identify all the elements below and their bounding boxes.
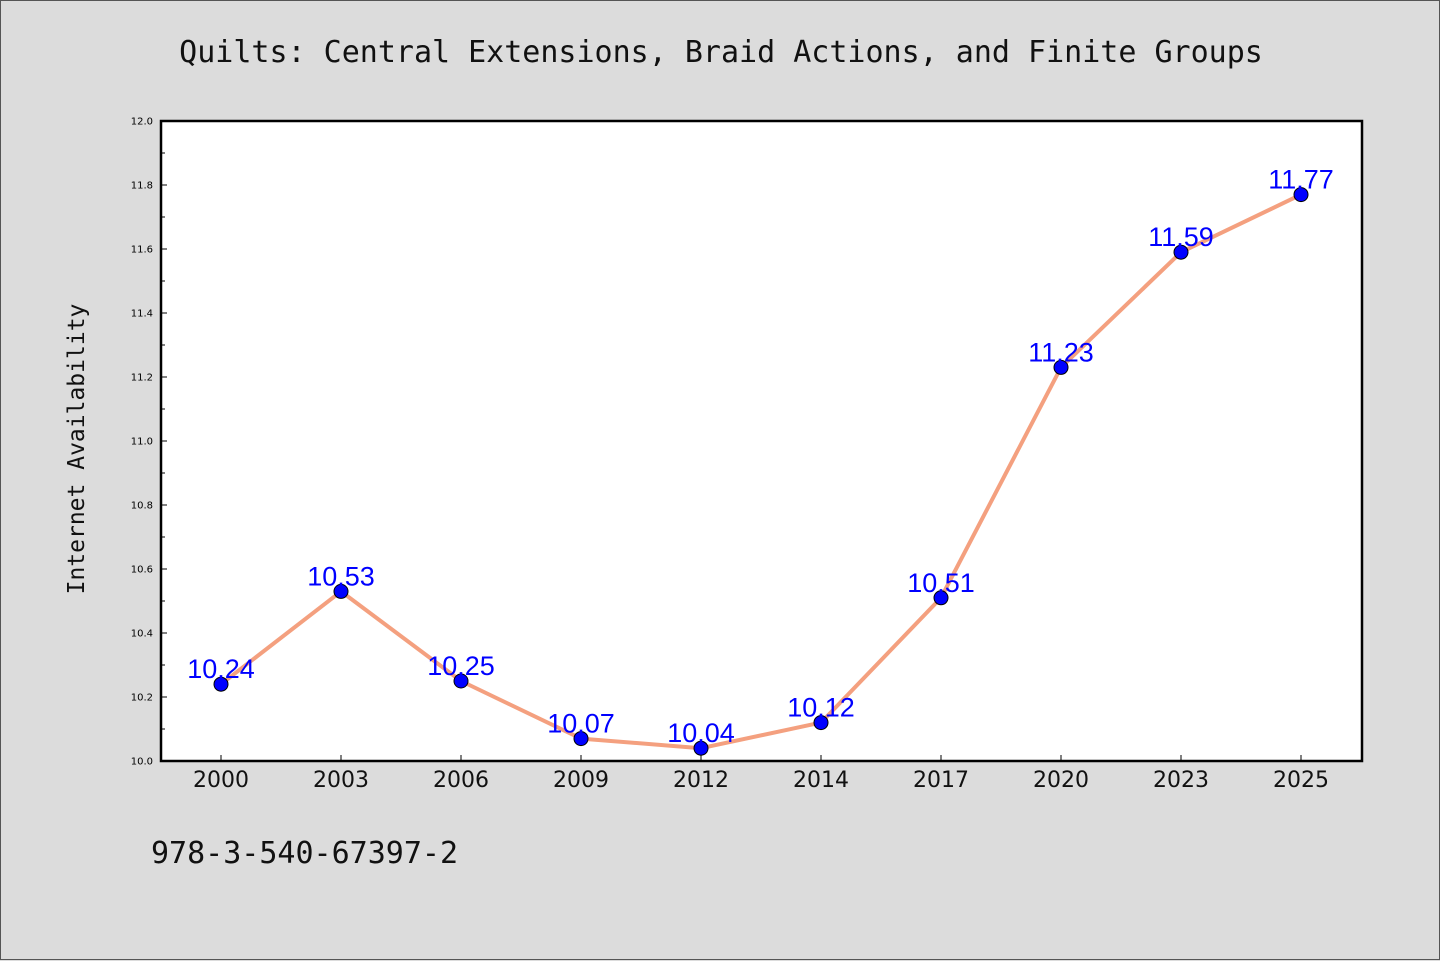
x-tick-label: 2003 [313, 768, 369, 793]
data-label: 10.25 [427, 651, 495, 681]
isbn-text: 978-3-540-67397-2 [151, 836, 459, 871]
x-tick-label: 2023 [1153, 768, 1209, 793]
y-tick-label: 10.0 [131, 757, 153, 768]
plot-area [159, 119, 1364, 763]
y-tick-label: 11.6 [131, 245, 153, 256]
data-label: 11.23 [1028, 337, 1094, 367]
y-tick-label: 11.4 [131, 309, 153, 320]
x-tick-label: 2014 [793, 768, 849, 793]
x-tick-label: 2006 [433, 768, 489, 793]
data-point [933, 590, 949, 606]
data-label: 10.12 [787, 693, 855, 723]
y-tick-label: 11.0 [131, 437, 153, 448]
data-label: 10.24 [187, 654, 255, 684]
data-point [1053, 359, 1069, 375]
data-point [693, 740, 709, 756]
data-label: 10.04 [667, 718, 735, 748]
data-point [573, 731, 589, 747]
x-tick-label: 2020 [1033, 768, 1089, 793]
data-label: 11.59 [1148, 222, 1214, 252]
data-label: 10.07 [547, 709, 615, 739]
x-tick-label: 2000 [193, 768, 249, 793]
x-tick-label: 2025 [1273, 768, 1329, 793]
y-tick-label: 12.0 [131, 117, 153, 128]
y-tick-label: 10.4 [131, 629, 153, 640]
data-label: 10.51 [907, 568, 975, 598]
data-point [1293, 187, 1309, 203]
data-point [213, 676, 229, 692]
y-tick-label: 10.6 [131, 565, 153, 576]
y-tick-label: 10.8 [131, 501, 153, 512]
data-point [813, 715, 829, 731]
y-tick-label: 10.2 [131, 693, 153, 704]
data-point [333, 583, 349, 599]
x-tick-label: 2012 [673, 768, 729, 793]
series-line [219, 192, 1303, 751]
x-tick-label: 2009 [553, 768, 609, 793]
y-tick-label: 11.8 [131, 181, 153, 192]
data-label: 11.77 [1268, 165, 1334, 195]
data-point [453, 673, 469, 689]
data-point [1173, 244, 1189, 260]
data-label: 10.53 [307, 561, 375, 591]
chart-title: Quilts: Central Extensions, Braid Action… [179, 35, 1263, 70]
x-tick-label: 2017 [913, 768, 969, 793]
y-tick-label: 11.2 [131, 373, 153, 384]
